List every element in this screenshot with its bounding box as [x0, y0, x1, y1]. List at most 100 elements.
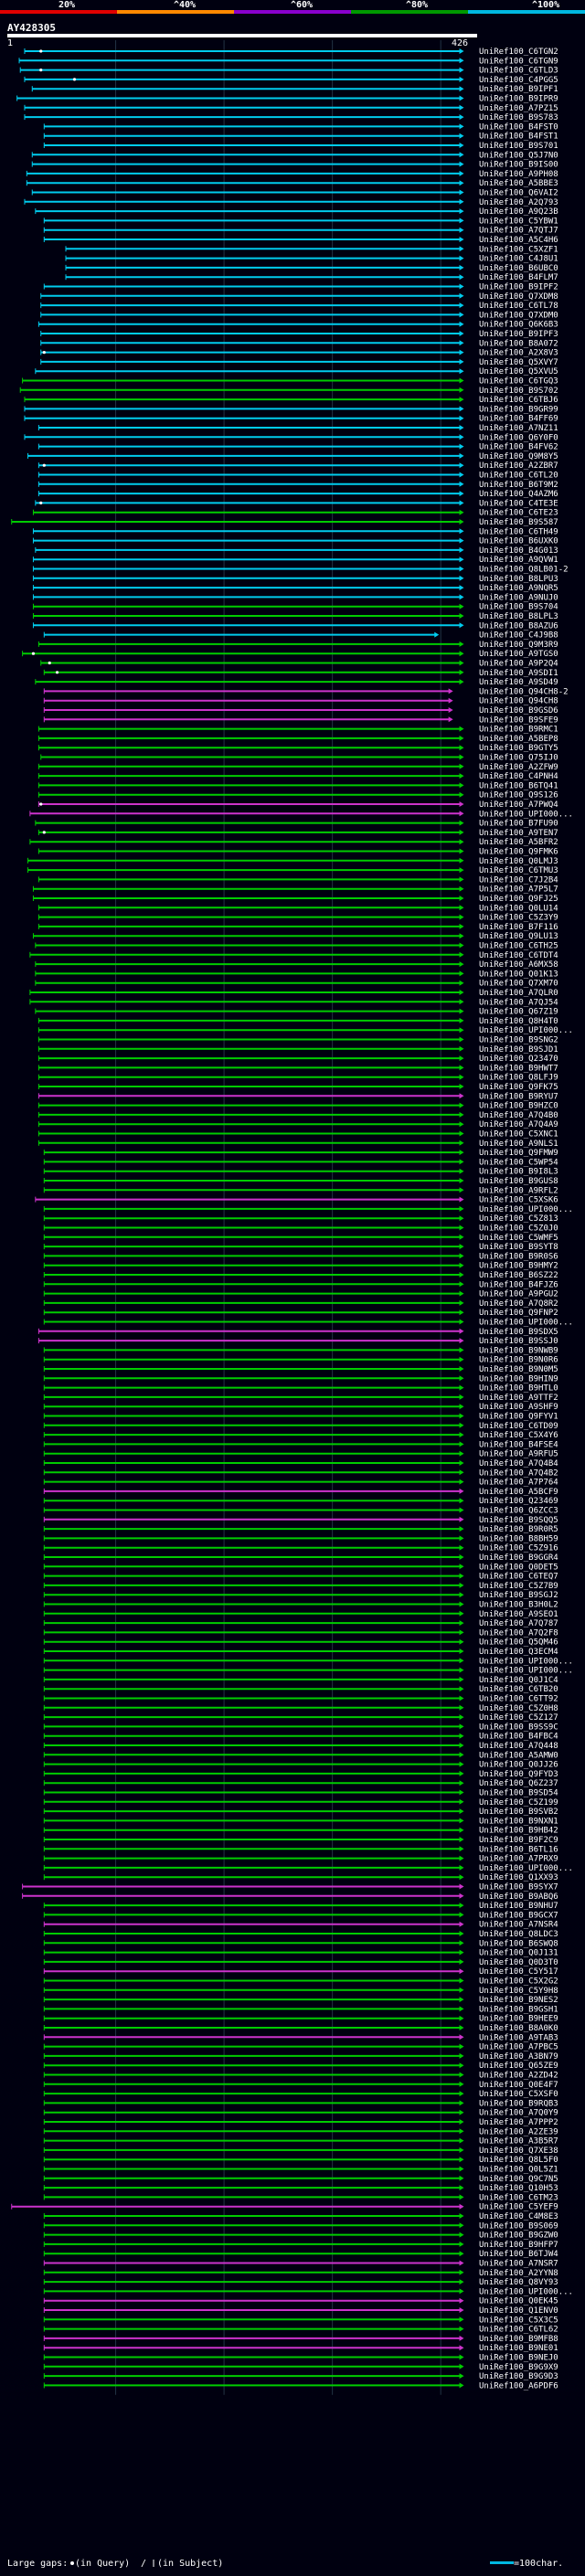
hit-label[interactable]: UniRef100_B9HEE9 [479, 2015, 558, 2024]
hit-label[interactable]: UniRef100_C6TLD3 [479, 67, 558, 76]
hit-label[interactable]: UniRef100_B9G9D3 [479, 2372, 558, 2381]
hit-label[interactable]: UniRef100_Q9C7N5 [479, 2175, 558, 2184]
hit-label[interactable]: UniRef100_B3H0L2 [479, 1601, 558, 1610]
hit-label[interactable]: UniRef100_B4FBC4 [479, 1733, 558, 1742]
hit-label[interactable]: UniRef100_Q0L5Z1 [479, 2166, 558, 2175]
hit-label[interactable]: UniRef100_Q0LMJ3 [479, 857, 558, 866]
hit-label[interactable]: UniRef100_A3BN79 [479, 2052, 558, 2062]
hit-label[interactable]: UniRef100_B9GCX7 [479, 1911, 558, 1920]
hit-label[interactable]: UniRef100_A5BEP8 [479, 735, 558, 744]
hit-label[interactable]: UniRef100_A6PDF6 [479, 2381, 558, 2390]
hit-label[interactable]: UniRef100_A9TGS0 [479, 650, 558, 659]
hit-label[interactable]: UniRef100_UPI000... [479, 1667, 573, 1676]
hit-label[interactable]: UniRef100_B9MFB8 [479, 2335, 558, 2344]
hit-label[interactable]: UniRef100_B9F2C9 [479, 1836, 558, 1845]
hit-label[interactable]: UniRef100_B9SVB2 [479, 1807, 558, 1817]
hit-label[interactable]: UniRef100_B9GZW0 [479, 2231, 558, 2241]
hit-label[interactable]: UniRef100_A7QTJ7 [479, 227, 558, 236]
hit-label[interactable]: UniRef100_C5XSF0 [479, 2090, 558, 2099]
hit-label[interactable]: UniRef100_B8BH59 [479, 1534, 558, 1543]
hit-label[interactable]: UniRef100_C5WP54 [479, 1158, 558, 1167]
hit-label[interactable]: UniRef100_B6TJW4 [479, 2250, 558, 2259]
hit-label[interactable]: UniRef100_B9HFP7 [479, 2241, 558, 2250]
hit-label[interactable]: UniRef100_C5Z3Y9 [479, 914, 558, 923]
hit-label[interactable]: UniRef100_Q9FJ25 [479, 895, 558, 904]
hit-label[interactable]: UniRef100_A3B5R7 [479, 2137, 558, 2147]
hit-label[interactable]: UniRef100_B9SYT8 [479, 1243, 558, 1252]
hit-label[interactable]: UniRef100_Q75IJ0 [479, 754, 558, 763]
hit-label[interactable]: UniRef100_B9SSJ0 [479, 1337, 558, 1346]
hit-label[interactable]: UniRef100_C7J2B4 [479, 875, 558, 885]
hit-label[interactable]: UniRef100_UPI000... [479, 2287, 573, 2296]
hit-label[interactable]: UniRef100_Q0J131 [479, 1949, 558, 1958]
hit-label[interactable]: UniRef100_A9NQR5 [479, 584, 558, 593]
hit-label[interactable]: UniRef100_B9RMC1 [479, 726, 558, 735]
hit-label[interactable]: UniRef100_B9GR99 [479, 405, 558, 414]
hit-label[interactable]: UniRef100_A6MX58 [479, 960, 558, 970]
hit-label[interactable]: UniRef100_C6TD09 [479, 1422, 558, 1431]
hit-label[interactable]: UniRef100_B9SYX7 [479, 1883, 558, 1892]
hit-label[interactable]: UniRef100_A5BBE3 [479, 179, 558, 188]
hit-label[interactable]: UniRef100_B4FST1 [479, 133, 558, 142]
hit-label[interactable]: UniRef100_B9R0R5 [479, 1525, 558, 1534]
hit-label[interactable]: UniRef100_A2ZD42 [479, 2072, 558, 2081]
hit-label[interactable]: UniRef100_A7Q4B0 [479, 1111, 558, 1120]
hit-label[interactable]: UniRef100_B9I8L3 [479, 1168, 558, 1177]
hit-label[interactable]: UniRef100_Q10H53 [479, 2184, 558, 2193]
hit-label[interactable]: UniRef100_C6TMU3 [479, 866, 558, 875]
hit-label[interactable]: UniRef100_B9N0R6 [479, 1356, 558, 1365]
hit-label[interactable]: UniRef100_Q5XVY7 [479, 358, 558, 367]
hit-label[interactable]: UniRef100_Q8LFJ9 [479, 1074, 558, 1083]
hit-label[interactable]: UniRef100_A2Q793 [479, 198, 558, 207]
hit-label[interactable]: UniRef100_Q8LDC3 [479, 1930, 558, 1939]
hit-label[interactable]: UniRef100_Q0DET5 [479, 1563, 558, 1572]
hit-label[interactable]: UniRef100_A2ZFW9 [479, 763, 558, 772]
hit-label[interactable]: UniRef100_C6TT92 [479, 1695, 558, 1704]
hit-label[interactable]: UniRef100_A7QLR0 [479, 989, 558, 998]
hit-label[interactable]: UniRef100_C5X4Y6 [479, 1431, 558, 1440]
hit-label[interactable]: UniRef100_Q01K13 [479, 970, 558, 979]
hit-label[interactable]: UniRef100_A7PWQ4 [479, 800, 558, 810]
hit-label[interactable]: UniRef100_Q1XX93 [479, 1873, 558, 1882]
hit-label[interactable]: UniRef100_B6TQ41 [479, 781, 558, 790]
hit-label[interactable]: UniRef100_C4PGG5 [479, 76, 558, 85]
hit-label[interactable]: UniRef100_A5BFR2 [479, 838, 558, 847]
hit-label[interactable]: UniRef100_B9RYU7 [479, 1092, 558, 1101]
hit-label[interactable]: UniRef100_Q6Y0F0 [479, 433, 558, 442]
hit-label[interactable]: UniRef100_B6UBC0 [479, 264, 558, 273]
hit-label[interactable]: UniRef100_B4FF69 [479, 415, 558, 424]
hit-label[interactable]: UniRef100_C6TL62 [479, 2326, 558, 2335]
hit-label[interactable]: UniRef100_Q7XDM8 [479, 292, 558, 302]
hit-label[interactable]: UniRef100_C5WMF5 [479, 1234, 558, 1243]
hit-label[interactable]: UniRef100_Q23470 [479, 1055, 558, 1064]
hit-label[interactable]: UniRef100_B9HB42 [479, 1827, 558, 1836]
hit-label[interactable]: UniRef100_Q7XM70 [479, 980, 558, 989]
hit-label[interactable]: UniRef100_B9HWT7 [479, 1064, 558, 1073]
hit-label[interactable]: UniRef100_C5YEF9 [479, 2203, 558, 2212]
hit-label[interactable]: UniRef100_Q9M8Y5 [479, 452, 558, 461]
hit-label[interactable]: UniRef100_Q0JJ26 [479, 1761, 558, 1770]
hit-label[interactable]: UniRef100_C6TH25 [479, 942, 558, 951]
hit-label[interactable]: UniRef100_B9IPF2 [479, 283, 558, 292]
hit-label[interactable]: UniRef100_C5X3C5 [479, 2316, 558, 2325]
hit-label[interactable]: UniRef100_Q23469 [479, 1497, 558, 1506]
hit-label[interactable]: UniRef100_B9S702 [479, 387, 558, 396]
hit-label[interactable]: UniRef100_B9ABQ6 [479, 1892, 558, 1902]
hit-label[interactable]: UniRef100_Q9LU13 [479, 932, 558, 941]
hit-label[interactable]: UniRef100_C5Z7B9 [479, 1582, 558, 1591]
hit-label[interactable]: UniRef100_B4FST0 [479, 122, 558, 132]
hit-label[interactable]: UniRef100_A7PRX9 [479, 1855, 558, 1864]
hit-label[interactable]: UniRef100_B9RQB3 [479, 2099, 558, 2108]
hit-label[interactable]: UniRef100_A7Q0Y9 [479, 2109, 558, 2118]
hit-label[interactable]: UniRef100_C6TB20 [479, 1685, 558, 1694]
hit-label[interactable]: UniRef100_B9S783 [479, 113, 558, 122]
hit-label[interactable]: UniRef100_C6TL20 [479, 472, 558, 481]
hit-label[interactable]: UniRef100_A7P5L7 [479, 885, 558, 895]
hit-label[interactable]: UniRef100_Q9FNP2 [479, 1309, 558, 1318]
hit-label[interactable]: UniRef100_Q0EK45 [479, 2297, 558, 2306]
hit-label[interactable]: UniRef100_B9S704 [479, 603, 558, 612]
hit-label[interactable]: UniRef100_C6TL78 [479, 302, 558, 311]
hit-label[interactable]: UniRef100_Q7XE38 [479, 2147, 558, 2156]
hit-label[interactable]: UniRef100_Q8L5F0 [479, 2156, 558, 2165]
hit-label[interactable]: UniRef100_B6SWQ8 [479, 1939, 558, 1948]
